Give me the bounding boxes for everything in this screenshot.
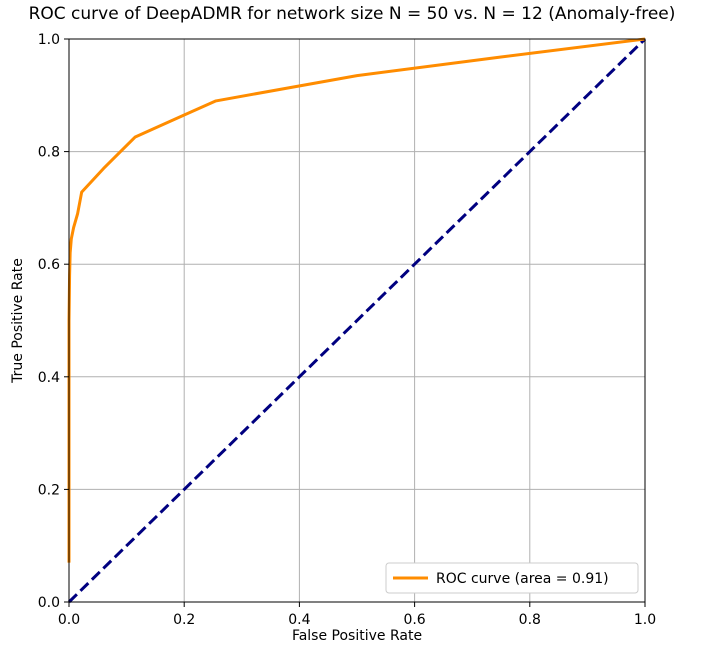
- y-tick-label: 1.0: [38, 32, 60, 48]
- roc-curve-line: [67, 37, 646, 563]
- y-tick-label: 0.6: [38, 257, 60, 273]
- chance-diagonal-line: [67, 37, 647, 604]
- legend: ROC curve (area = 0.91): [385, 562, 639, 594]
- x-axis-label: False Positive Rate: [292, 628, 422, 644]
- plot-frame: [68, 38, 646, 603]
- y-tick-label: 0.2: [38, 482, 60, 498]
- y-tick-label: 0.4: [38, 370, 60, 386]
- x-tick-label: 0.2: [173, 612, 195, 628]
- y-tick-label: 0.8: [38, 145, 60, 161]
- x-tick-label: 0.4: [288, 612, 310, 628]
- x-tick-label: 0.6: [403, 612, 425, 628]
- y-tick-label: 0.0: [38, 595, 60, 611]
- y-axis-label: True Positive Rate: [10, 258, 26, 384]
- legend-label-roc: ROC curve (area = 0.91): [436, 571, 609, 587]
- legend-box: [385, 562, 639, 594]
- axis-ticks: 0.0 0.2 0.4 0.6 0.8 1.0 0.0 0.2 0.4 0.6 0.8 1.0: [38, 32, 656, 628]
- x-tick-label: 0.0: [58, 612, 80, 628]
- x-tick-label: 0.8: [519, 612, 541, 628]
- x-tick-label: 1.0: [634, 612, 656, 628]
- series-group: [67, 37, 647, 604]
- chart-title: ROC curve of DeepADMR for network size N…: [28, 4, 676, 24]
